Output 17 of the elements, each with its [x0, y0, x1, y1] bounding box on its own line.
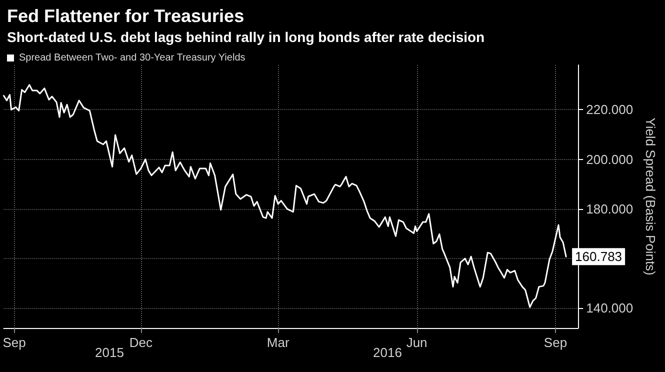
chart-title: Fed Flattener for Treasuries	[7, 6, 244, 26]
y-tick-label: 200.000	[586, 152, 634, 167]
x-tick-label: Dec	[129, 335, 153, 350]
x-tick-label: Mar	[266, 335, 290, 350]
x-tick-label: Sep	[544, 335, 568, 350]
y-tick-label: 220.000	[586, 102, 634, 118]
y-tick-label: 140.000	[586, 300, 634, 316]
text: 2015	[95, 345, 124, 360]
legend-label: Spread Between Two- and 30-Year Treasury Yields	[19, 52, 246, 64]
chart-subtitle: Short-dated U.S. debt lags behind rally in long bonds after rate decision	[7, 29, 485, 45]
line-series	[2, 84, 567, 308]
data-label: 160.783	[575, 249, 622, 264]
x-tick-label: Jun	[406, 335, 428, 350]
y-tick-label: 180.000	[586, 201, 634, 216]
text: 2016	[373, 345, 402, 360]
y-axis-title: Yield Spread (Basis Points)	[643, 118, 658, 276]
x-tick-label: Sep	[2, 335, 26, 350]
